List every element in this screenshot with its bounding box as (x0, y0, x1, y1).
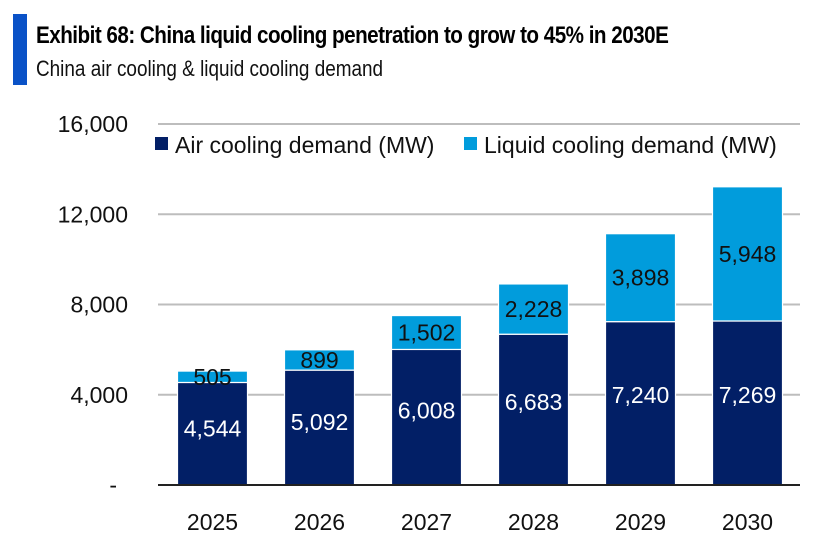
legend: Air cooling demand (MW) Liquid cooling de… (155, 132, 777, 158)
data-label: 2,228 (505, 296, 563, 322)
y-axis-ticks: - 4,000 8,000 12,000 16,000 (58, 111, 128, 498)
data-label: 5,092 (291, 409, 349, 435)
data-label: 3,898 (612, 265, 670, 291)
x-tick-label: 2029 (615, 509, 666, 535)
bar-segment-liquid (176, 370, 249, 384)
data-label: 899 (300, 347, 338, 373)
bar-segment-air (604, 321, 677, 486)
bar-segment-air (176, 381, 249, 486)
gridlines (158, 123, 800, 396)
exhibit-accent-bar (13, 14, 27, 85)
y-tick-label: 16,000 (58, 111, 128, 137)
data-label: 6,008 (398, 397, 456, 423)
y-tick-label: 12,000 (58, 201, 128, 227)
data-label: 6,683 (505, 389, 563, 415)
legend-swatch (155, 137, 168, 150)
legend-label: Air cooling demand (MW) (175, 132, 434, 158)
x-tick-label: 2030 (722, 509, 773, 535)
data-labels: 4,544 505 5,092 899 6,008 1,502 6,683 2,228 7,24… (184, 241, 777, 442)
y-tick-label: 4,000 (70, 382, 128, 408)
legend-swatch (464, 137, 477, 150)
bars (176, 186, 784, 486)
chart-subtitle: China air cooling & liquid cooling deman… (36, 56, 384, 81)
chart-title: Exhibit 68: China liquid cooling penetra… (36, 22, 669, 49)
bar-segment-liquid (283, 349, 356, 371)
bar-segment-liquid (604, 233, 677, 323)
y-tick-label: - (109, 472, 117, 498)
x-tick-label: 2025 (187, 509, 238, 535)
bar-segment-liquid (497, 283, 570, 335)
legend-label: Liquid cooling demand (MW) (484, 132, 777, 158)
data-label: 505 (193, 364, 231, 390)
data-label: 5,948 (719, 241, 777, 267)
data-label: 4,544 (184, 416, 242, 442)
data-label: 7,240 (612, 382, 670, 408)
x-tick-label: 2027 (401, 509, 452, 535)
x-tick-label: 2026 (294, 509, 345, 535)
bar-segment-air (711, 320, 784, 486)
x-axis-ticks: 2025 2026 2027 2028 2029 2030 (187, 509, 773, 535)
x-tick-label: 2028 (508, 509, 559, 535)
bar-segment-liquid (390, 314, 463, 351)
data-label: 1,502 (398, 320, 456, 346)
bar-segment-liquid (711, 186, 784, 322)
data-label: 7,269 (719, 382, 777, 408)
y-tick-label: 8,000 (70, 292, 128, 318)
